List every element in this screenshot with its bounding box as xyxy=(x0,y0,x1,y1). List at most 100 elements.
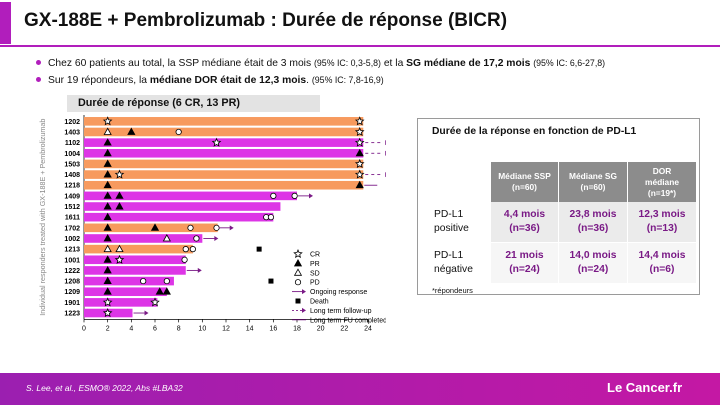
table-cell: 14,0 mois (n=24) xyxy=(558,242,628,284)
table-header-row: Médiane SSP (n=60) Médiane SG (n=60) DOR… xyxy=(430,162,697,202)
event-marker xyxy=(140,277,147,285)
chart-title: Durée de réponse (6 CR, 13 PR) xyxy=(78,97,241,109)
legend-label: Ongoing response xyxy=(310,289,367,296)
event-marker xyxy=(354,137,365,147)
ongoing-arrow xyxy=(144,310,149,316)
bullet-text: Chez 60 patients au total, la SSP médian… xyxy=(48,58,314,69)
bullet-ci: (95% IC: 6,6-27,8) xyxy=(533,58,606,68)
patient-id-label: 1408 xyxy=(64,172,80,179)
patient-id-label: 1503 xyxy=(64,161,80,168)
lecancer-logo: Le Cancer.fr xyxy=(607,380,683,395)
patient-bar xyxy=(84,117,364,126)
event-marker xyxy=(103,202,112,210)
table-header-cell xyxy=(430,162,491,202)
patient-bar xyxy=(84,148,364,158)
legend-symbol xyxy=(294,279,302,286)
legend-label: Long term FU completed xyxy=(310,317,386,324)
event-marker xyxy=(291,192,298,199)
patient-bar xyxy=(84,244,193,254)
patient-bar xyxy=(84,298,158,307)
pdl1-table-panel: Durée de la réponse en fonction de PD-L1… xyxy=(417,118,700,295)
patient-id-label: 1702 xyxy=(64,225,80,232)
chart-title-background xyxy=(67,95,320,112)
ongoing-arrow xyxy=(214,235,219,241)
table-cell: 14,4 mois (n=6) xyxy=(627,242,697,284)
legend-label: SD xyxy=(310,270,320,277)
event-marker xyxy=(103,276,112,284)
footer-bar xyxy=(0,373,720,405)
event-marker xyxy=(103,138,112,146)
patient-id-label: 1218 xyxy=(64,183,80,190)
table-header-cell: Médiane SG (n=60) xyxy=(558,162,628,202)
event-marker xyxy=(103,244,112,253)
patient-id-label: 1222 xyxy=(64,268,80,275)
x-tick-label: 8 xyxy=(177,325,181,332)
followup-arrow xyxy=(385,150,386,156)
death-marker xyxy=(268,278,274,284)
table-footnote: *répondeurs xyxy=(432,286,473,295)
event-marker xyxy=(115,202,124,210)
y-axis-label: Individual responders treated with GX-18… xyxy=(38,119,47,316)
event-marker xyxy=(354,158,365,169)
patient-id-label: 1002 xyxy=(64,236,80,243)
x-tick-label: 2 xyxy=(106,325,110,332)
patient-bar xyxy=(84,202,281,211)
legend-symbol xyxy=(302,289,306,295)
table-cell: 23,8 mois (n=36) xyxy=(558,202,628,243)
legend-label: Long term follow-up xyxy=(310,308,372,315)
citation: S. Lee, et al., ESMO® 2022, Abs #LBA32 xyxy=(26,383,183,393)
event-marker xyxy=(213,224,220,231)
event-marker xyxy=(355,180,364,189)
patient-bar xyxy=(84,276,174,286)
event-marker xyxy=(102,307,113,318)
event-marker xyxy=(115,244,124,253)
death-marker xyxy=(256,246,262,252)
patient-bar xyxy=(84,287,167,297)
event-marker xyxy=(193,235,200,242)
patient-bar xyxy=(84,180,364,190)
pdl1-table: Médiane SSP (n=60) Médiane SG (n=60) DOR… xyxy=(430,162,697,284)
legend-label: Death xyxy=(310,299,329,306)
legend-symbol xyxy=(293,258,303,267)
x-tick-label: 24 xyxy=(364,325,372,332)
patient-bar xyxy=(84,212,274,222)
event-marker xyxy=(103,255,112,263)
x-tick-label: 20 xyxy=(317,325,325,332)
bullet-ci: (95% IC: 0,3-5,8) xyxy=(313,58,381,68)
event-marker xyxy=(150,223,160,231)
table-cell: 21 mois (n=24) xyxy=(490,242,559,284)
event-marker xyxy=(354,169,365,179)
event-marker xyxy=(270,192,277,199)
event-marker xyxy=(267,214,275,221)
bullet-ci: (95% IC: 7,8-16,9) xyxy=(311,75,384,85)
bullet-list: Chez 60 patients au total, la SSP médian… xyxy=(36,55,716,89)
title-divider xyxy=(0,45,720,47)
x-tick-label: 10 xyxy=(198,325,206,332)
event-marker xyxy=(150,297,160,307)
table-title: Durée de la réponse en fonction de PD-L1 xyxy=(432,126,637,137)
patient-bar xyxy=(84,138,364,147)
legend-label: PR xyxy=(310,261,320,268)
ongoing-arrow xyxy=(197,267,202,273)
patient-id-label: 1102 xyxy=(65,140,80,147)
table-header-cell: Médiane SSP (n=60) xyxy=(490,162,559,202)
x-tick-label: 18 xyxy=(293,325,301,332)
swimmer-plot: Individual responders treated with GX-18… xyxy=(38,115,386,332)
patient-id-label: 1001 xyxy=(64,257,80,264)
event-marker xyxy=(127,127,136,135)
table-cell: 4,4 mois (n=36) xyxy=(490,202,559,243)
patient-id-label: 1209 xyxy=(64,289,80,296)
patient-bar xyxy=(84,191,297,201)
event-marker xyxy=(103,234,112,242)
bullet-highlight: médiane DOR était de 12,3 mois xyxy=(149,75,307,86)
event-marker xyxy=(103,191,112,199)
x-tick-label: 22 xyxy=(340,325,348,332)
patient-bar xyxy=(84,266,186,275)
table-row: PD-L1 positive 4,4 mois (n=36) 23,8 mois… xyxy=(430,202,697,243)
patient-bar xyxy=(84,127,364,137)
patient-bar xyxy=(84,234,203,243)
event-marker xyxy=(355,148,364,157)
legend-symbol xyxy=(295,298,301,304)
legend-label: PD xyxy=(310,280,320,287)
title-accent-bar xyxy=(0,2,11,44)
